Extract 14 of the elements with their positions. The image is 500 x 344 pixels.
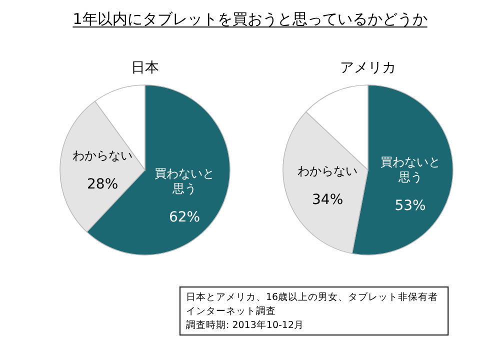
data-label: 28% — [87, 176, 118, 192]
slice-label: 買わないと思う — [380, 155, 440, 184]
data-label: 34% — [312, 192, 344, 208]
data-label: 62% — [168, 210, 200, 226]
slice-label: わからない — [72, 148, 133, 162]
slice-label: 買わないと思う — [154, 166, 215, 196]
chart-title: アメリカ — [340, 60, 396, 76]
chart-title: 日本 — [131, 60, 159, 76]
slice-label: わからない — [298, 164, 358, 178]
text: 1年以内にタブレットを買おうと思っているかどうか — [72, 10, 428, 28]
text: 調査時期: 2013年10-12月 — [186, 319, 304, 331]
text: 日本とアメリカ、16歳以上の男女、タブレット非保有者 — [186, 291, 438, 303]
data-label: 53% — [394, 198, 426, 214]
text: インターネット調査 — [186, 305, 276, 317]
